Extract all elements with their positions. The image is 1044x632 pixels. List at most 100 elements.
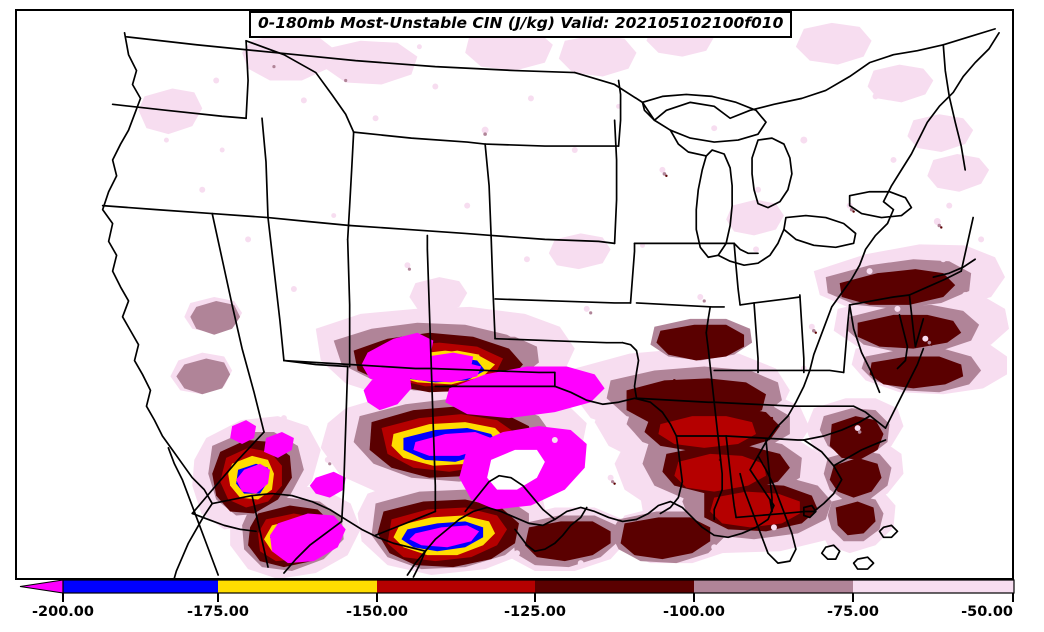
state-border-al-ga: [765, 439, 773, 513]
mexico-state-1: [283, 520, 343, 574]
colorbar: -200.00 -175.00 -150.00 -125.00 -100.00 -75.0…: [0, 575, 1044, 632]
state-border-sd-nd: [613, 119, 618, 245]
border-canada-east: [573, 28, 996, 122]
state-border-in-oh: [799, 294, 805, 374]
cin-contour-field: [138, 20, 1010, 578]
colorbar-tick-label: -175.00: [187, 604, 249, 620]
state-border-wa-id: [245, 39, 249, 120]
state-border-or-id: [261, 117, 269, 219]
mexico-state-4: [412, 550, 427, 578]
state-border-ne-ks-line: [494, 298, 632, 304]
map-panel: [15, 9, 1014, 580]
state-border-nm-tx: [430, 367, 437, 513]
state-border-ky-in-oh: [713, 369, 845, 374]
state-border-sc-nc: [832, 439, 887, 467]
state-border-tn-va-nc: [852, 405, 887, 429]
state-border-wa-or: [111, 103, 247, 120]
state-border-az-nm: [340, 365, 349, 523]
state-border-ia-ne-line: [629, 242, 636, 304]
state-border-co-ks: [426, 234, 433, 370]
colorbar-tick-label: -200.00: [32, 604, 94, 620]
coast-atlantic: [635, 32, 1000, 539]
colorbar-tick-labels: -200.00 -175.00 -150.00 -125.00 -100.00 -75.0…: [0, 604, 1044, 632]
wisconsin-east: [733, 242, 759, 255]
state-border-mo-il: [705, 331, 716, 404]
colorbar-seg-2: [218, 580, 377, 593]
state-border-tx-la: [659, 435, 684, 515]
chesapeake-bay: [896, 314, 909, 370]
map-canvas: [101, 20, 1010, 578]
cin-band-magenta: [230, 332, 605, 564]
plot-title: 0-180mb Most-Unstable CIN (J/kg) Valid: …: [249, 11, 793, 38]
state-border-ia-wi-il: [733, 242, 741, 306]
colorbar-tick-label: -50.00: [961, 604, 1013, 620]
state-border-wv-va: [848, 304, 881, 394]
colorbar-seg-4: [535, 580, 694, 593]
colorbar-extend-min: [19, 579, 64, 594]
state-border-il-wi-mi: [739, 296, 801, 306]
state-border-pa-md-nj: [908, 294, 917, 348]
delmarva: [914, 317, 925, 348]
state-border-id-mt: [245, 39, 355, 133]
geography-outlines: [101, 28, 1000, 578]
state-border-ut-wy-line: [267, 216, 351, 227]
state-border-nv-ut: [267, 216, 285, 362]
colorbar-seg-6: [853, 580, 1014, 593]
state-border-ga-fl-line: [769, 498, 773, 513]
state-border-az-nm-co: [283, 359, 433, 370]
cin-speckle-mauve: [272, 65, 942, 484]
state-border-ut-co: [346, 238, 351, 368]
state-border-ne-sd: [490, 234, 616, 245]
state-border-ky-tn: [713, 401, 855, 408]
coast-pacific: [101, 32, 214, 505]
colorbar-tick-label: -75.00: [827, 604, 879, 620]
coast-florida: [739, 455, 797, 564]
colorbar-tick-label: -125.00: [504, 604, 566, 620]
border-canada-west: [125, 35, 576, 74]
lake-huron: [751, 137, 793, 209]
cin-speckle-pale: [163, 44, 985, 567]
state-border-mo-ar: [635, 397, 716, 404]
state-border-nh-me: [942, 43, 967, 171]
mexico-state-3: [191, 512, 257, 533]
state-border-id-wy: [346, 131, 355, 241]
lake-erie: [783, 214, 857, 249]
state-border-oh-pa-wv: [842, 304, 851, 374]
colorbar-seg-1: [63, 580, 218, 593]
state-border-ga-sc: [802, 439, 843, 513]
lake-michigan: [695, 149, 733, 259]
state-border-ca-az: [191, 431, 265, 515]
state-border-wy-sd-ne: [484, 143, 492, 237]
state-border-mt-wy: [352, 131, 486, 145]
island-bahamas-2: [852, 556, 875, 570]
state-border-ne-ks: [490, 234, 496, 340]
colorbar-tick-label: -100.00: [663, 604, 725, 620]
colorbar-outline: [62, 579, 1015, 594]
state-border-ca-nv: [211, 212, 265, 433]
island-bahamas-3: [878, 524, 899, 539]
coast-mexico-west: [173, 502, 214, 578]
coast-long-island: [932, 258, 976, 278]
island-bahamas-1: [820, 544, 841, 560]
state-border-il-in: [753, 302, 759, 374]
state-border-nm-mex: [374, 510, 437, 537]
colorbar-seg-5: [694, 580, 853, 593]
state-border-ct-ma-vt: [960, 216, 975, 273]
state-border-or-ca-nv: [101, 204, 269, 219]
state-border-co-ok: [430, 367, 556, 374]
state-border-nc-sc-tn: [802, 415, 871, 441]
lake-superior: [641, 93, 767, 143]
island-bahamas-4: [802, 504, 817, 519]
state-border-ks-ok: [494, 337, 624, 344]
state-border-ar-ms: [713, 401, 724, 491]
colorbar-ticks: [62, 593, 1014, 602]
coast-gulf: [406, 506, 638, 576]
colorbar-seg-3: [377, 580, 535, 593]
colorbar-tick-label: -150.00: [346, 604, 408, 620]
state-border-ny-ne: [908, 270, 963, 296]
state-border-nd-sd: [484, 143, 620, 147]
state-border-ia-mo: [635, 302, 726, 308]
state-border-ms-al: [725, 435, 737, 519]
state-border-wy-co: [348, 224, 492, 237]
michigan-lower-south: [717, 228, 785, 267]
